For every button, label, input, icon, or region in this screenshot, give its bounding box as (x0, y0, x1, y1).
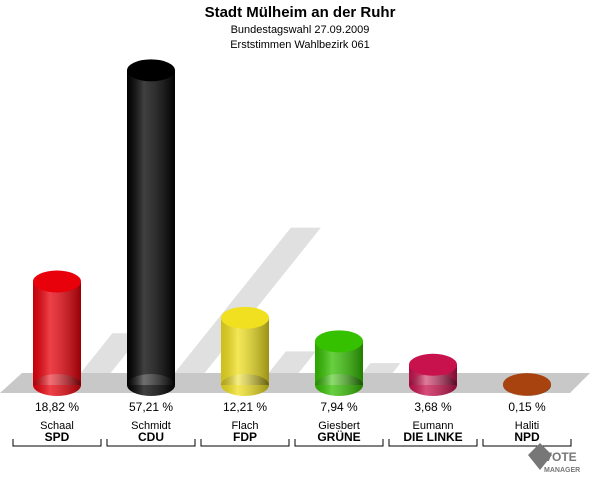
bar-top (33, 270, 81, 293)
category-bracket (200, 439, 290, 447)
bar-shade (221, 317, 269, 385)
logo-text: MANAGER (544, 467, 580, 474)
bar-bottom-shade (33, 374, 81, 396)
bar-shade (33, 281, 81, 385)
candidate-label: Schaal (40, 420, 74, 432)
value-label: 18,82 % (35, 400, 79, 414)
x-tick-label: SPD (45, 430, 70, 444)
logo: VOTE MANAGER (528, 443, 580, 474)
bar-bottom-shade (127, 374, 175, 396)
bar-bottom-shade (221, 374, 269, 396)
candidate-label: Schmidt (131, 420, 171, 432)
logo-text: VOTE (544, 450, 577, 464)
bar-top (127, 59, 175, 82)
bar-top (409, 353, 457, 376)
bar-shadow (71, 333, 143, 385)
chart-title: Stadt Mülheim an der Ruhr (205, 4, 396, 21)
floor (0, 373, 590, 393)
candidate-label: Flach (232, 420, 259, 432)
x-tick-label: GRÜNE (317, 429, 360, 444)
bar-shadow (165, 227, 321, 385)
bar-top (221, 306, 269, 329)
value-label: 57,21 % (129, 400, 173, 414)
x-tick-label: CDU (138, 430, 164, 444)
value-label: 3,68 % (414, 400, 452, 414)
x-tick-label: FDP (233, 430, 257, 444)
chart-subtitle: Bundestagswahl 27.09.2009 (231, 24, 370, 36)
candidate-label: Eumann (413, 420, 454, 432)
value-label: 7,94 % (320, 400, 358, 414)
category-bracket (106, 439, 196, 447)
category-bracket (388, 439, 478, 447)
x-tick-label: DIE LINKE (403, 430, 462, 444)
value-label: 0,15 % (508, 400, 546, 414)
bar-top (503, 373, 551, 396)
logo-icon (528, 443, 552, 470)
category-bracket (294, 439, 384, 447)
bar-bottom-shade (315, 374, 363, 396)
candidate-label: Haliti (515, 420, 539, 432)
chart-subtitle: Erststimmen Wahlbezirk 061 (230, 39, 370, 51)
candidate-label: Giesbert (318, 420, 360, 432)
bar-shade (127, 70, 175, 385)
bars (33, 59, 551, 396)
x-tick-label: NPD (514, 430, 540, 444)
bar-bottom-shade (409, 374, 457, 396)
value-label: 12,21 % (223, 400, 267, 414)
bar-top (315, 330, 363, 353)
category-bracket (482, 439, 572, 447)
category-bracket (12, 439, 102, 447)
